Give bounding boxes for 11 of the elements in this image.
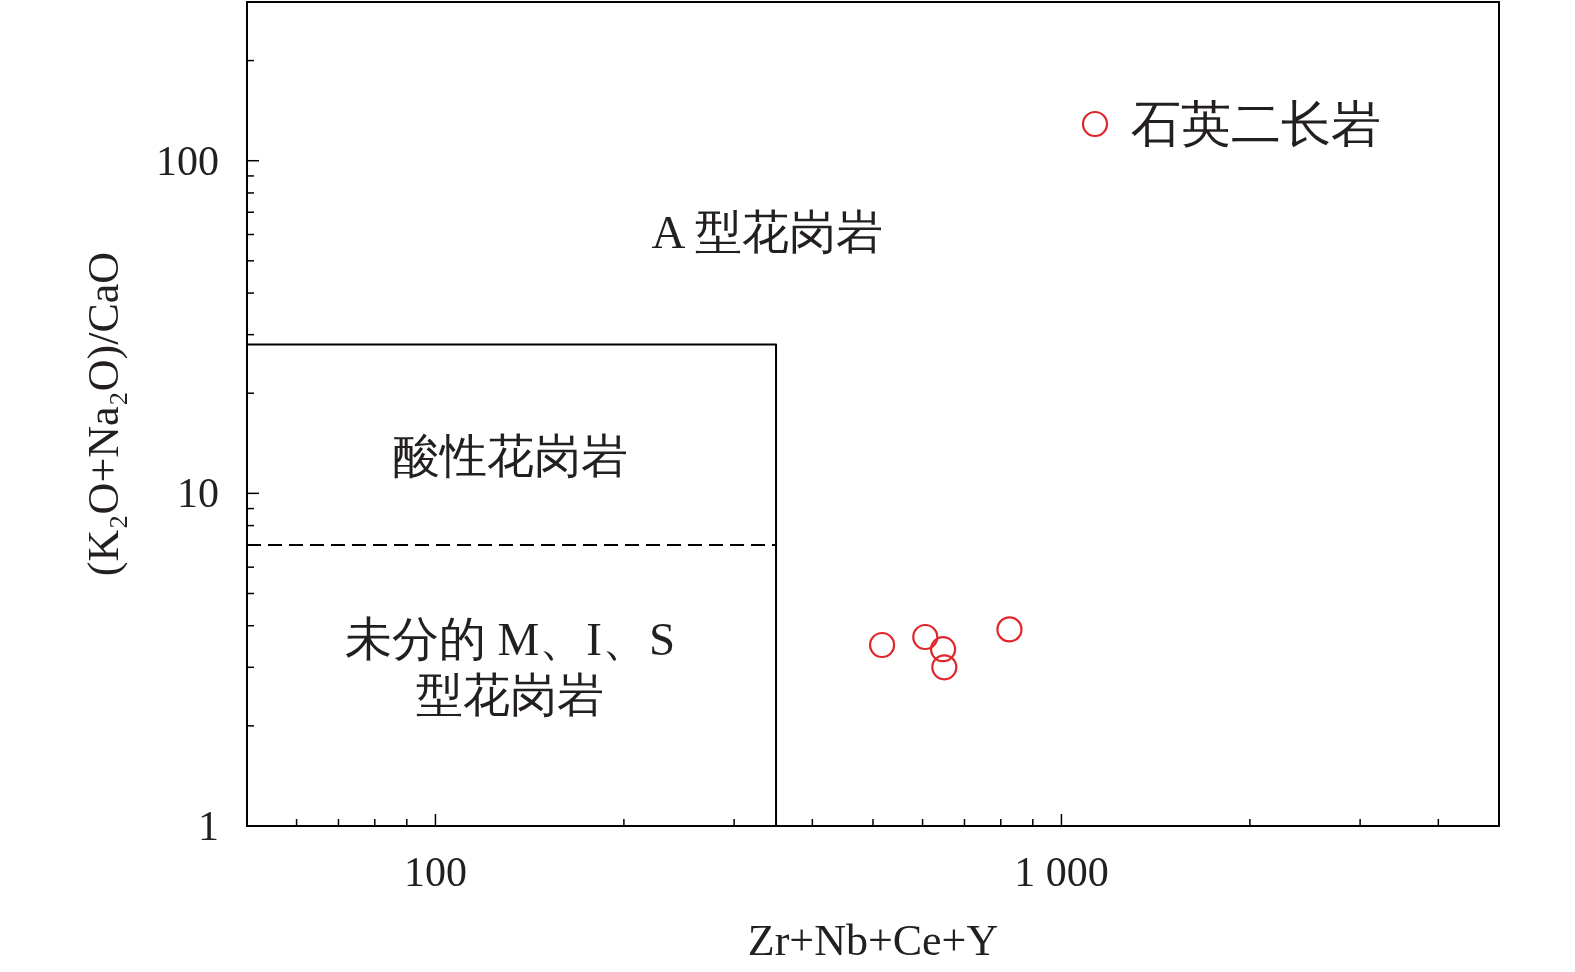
annotation: 酸性花岗岩 <box>392 430 628 482</box>
annotation: A 型花岗岩 <box>651 206 883 258</box>
y-tick-label: 100 <box>156 137 219 184</box>
y-tick-label: 1 <box>198 803 219 849</box>
y-axis-title: (K₂O+Na₂O)/CaO <box>79 251 128 577</box>
legend: 石英二长岩 <box>1081 96 1381 152</box>
annotation: 未分的 M、I、S 型花岗岩 <box>344 612 676 722</box>
y-tick-label: 10 <box>177 470 219 517</box>
x-tick-label: 1 000 <box>1014 849 1109 895</box>
legend-label: 石英二长岩 <box>1131 96 1381 152</box>
x-axis-title: Zr+Nb+Ce+Y <box>747 916 999 965</box>
